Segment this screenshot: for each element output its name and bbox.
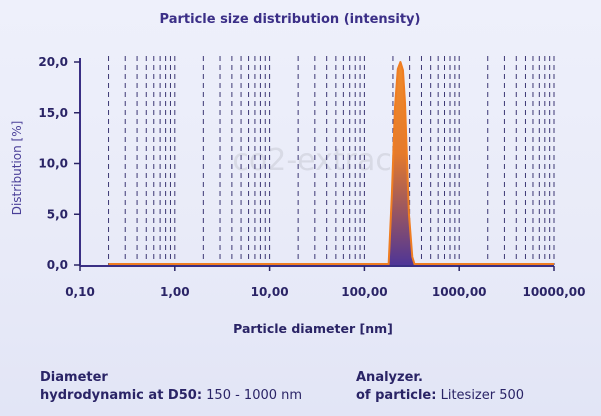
x-tick-label: 10,00 [251,285,289,299]
axes [79,58,554,267]
y-axis-label: Distribution [%] [10,121,24,216]
footer-diameter: Diameter hydrodynamic at D50: 150 - 1000… [40,369,302,405]
x-tick-label: 1,00 [160,285,190,299]
x-tick-label: 0,10 [65,285,95,299]
x-axis-label: Particle diameter [nm] [233,321,393,336]
y-tick-label: 15,0 [38,106,68,120]
y-tick-label: 10,0 [38,157,68,171]
x-tick-label: 100,00 [341,285,387,299]
diameter-label-line2: hydrodynamic at D50: [40,388,203,403]
analyzer-value: Litesizer 500 [440,388,525,403]
y-tick-label: 20,0 [38,55,68,69]
footer-analyzer: Analyzer. of particle: Litesizer 500 [356,369,524,405]
analyzer-label-line1: Analyzer. [356,370,423,385]
x-tick-label: 10000,00 [522,285,585,299]
diameter-label-line1: Diameter [40,370,108,385]
y-tick-label: 5,0 [47,207,68,221]
series-area [108,61,554,266]
watermark-text: co2-extract [232,143,403,178]
chart-title: Particle size distribution (intensity) [160,12,421,27]
grid-lines [108,56,555,265]
x-tick-label: 1000,00 [432,285,487,299]
peak-line [387,61,416,266]
y-tick-label: 0,0 [47,258,68,272]
diameter-value: 150 - 1000 nm [206,388,303,403]
analyzer-label-line2: of particle: [356,388,437,403]
x-tick-labels: 0,10 1,00 10,00 100,00 1000,00 10000,00 [65,266,586,299]
y-tick-labels: 0,0 5,0 10,0 15,0 20,0 [38,55,80,272]
